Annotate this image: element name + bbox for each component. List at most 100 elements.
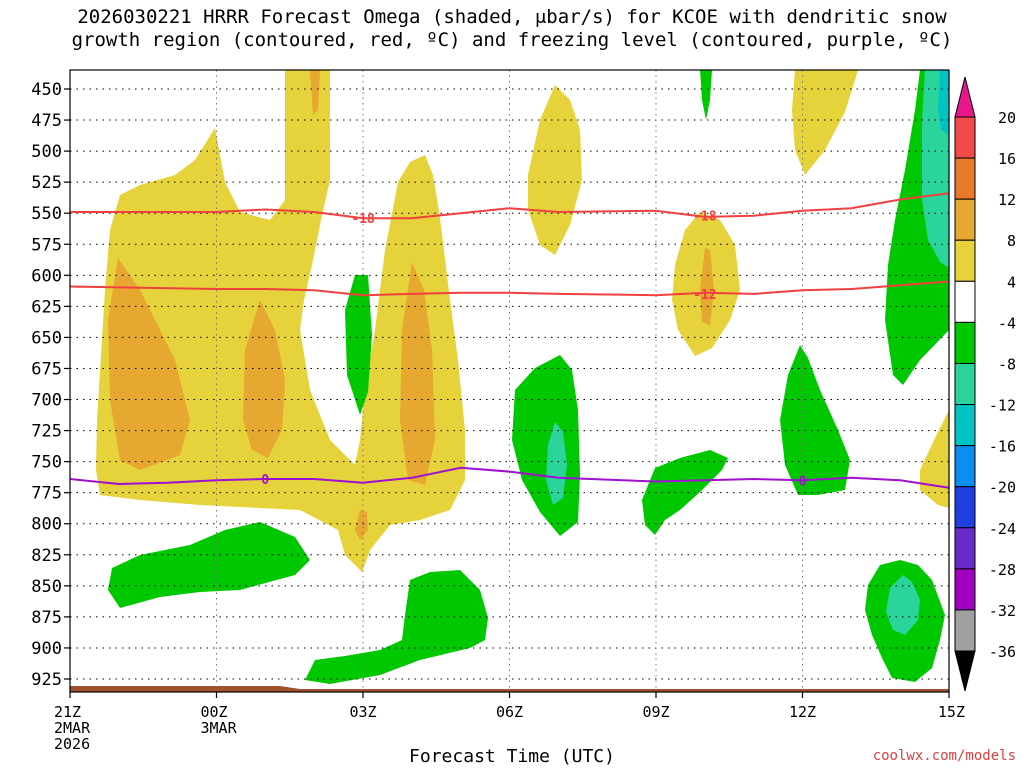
omega-region-sinking-4 bbox=[780, 345, 850, 495]
x-tick-label: 15Z bbox=[938, 703, 965, 721]
colorbar-swatch bbox=[954, 404, 976, 447]
x-tick-label: 2026 bbox=[54, 735, 90, 753]
colorbar-label: 16 bbox=[998, 150, 1016, 168]
colorbar-label: 8 bbox=[1007, 232, 1016, 250]
y-tick-label: 700 bbox=[31, 391, 62, 411]
colorbar-swatch bbox=[954, 116, 976, 159]
colorbar-swatch bbox=[954, 609, 976, 652]
credit-text: coolwx.com/models bbox=[872, 748, 1016, 764]
colorbar-label: -12 bbox=[989, 397, 1016, 415]
colorbar-swatch bbox=[954, 568, 976, 611]
y-tick-label: 600 bbox=[31, 266, 62, 286]
y-tick-label: 625 bbox=[31, 297, 62, 317]
y-tick-label: 900 bbox=[31, 639, 62, 659]
omega-region-sinking-1 bbox=[345, 275, 372, 415]
omega-region-strong-sinking-1 bbox=[546, 422, 567, 505]
y-tick-label: 650 bbox=[31, 328, 62, 348]
omega-region-strong-sinking-2 bbox=[886, 575, 920, 635]
chart-grid bbox=[70, 70, 949, 692]
colorbar-label: -4 bbox=[998, 314, 1016, 332]
omega-region-sinking-8 bbox=[305, 570, 488, 684]
x-tick-label: 06Z bbox=[496, 703, 523, 721]
colorbar-top-arrow bbox=[954, 76, 976, 118]
colorbar-label: 20 bbox=[998, 109, 1016, 127]
colorbar-label: -8 bbox=[998, 355, 1016, 373]
y-axis: 450 475 500 525 550 575 600 625 650 675 700 725 750 7… bbox=[31, 80, 70, 690]
omega-region-sinking-5 bbox=[642, 450, 728, 535]
colorbar-swatch bbox=[954, 486, 976, 529]
colorbar: 20 16 12 8 4 -4 -8 -12 -16 -20 -24 -28 -32 -36 bbox=[954, 76, 1016, 692]
colorbar-swatch bbox=[954, 198, 976, 241]
y-tick-label: 850 bbox=[31, 577, 62, 597]
colorbar-label: 4 bbox=[1007, 273, 1016, 291]
y-tick-label: 750 bbox=[31, 453, 62, 473]
isotherm-line bbox=[69, 466, 950, 489]
omega-region-rising-right-edge bbox=[920, 410, 949, 508]
colorbar-label: -36 bbox=[989, 643, 1016, 661]
y-tick-label: 500 bbox=[31, 142, 62, 162]
y-tick-label: 525 bbox=[31, 173, 62, 193]
omega-region-orange-3 bbox=[400, 262, 435, 485]
y-tick-label: 925 bbox=[31, 670, 62, 690]
x-tick-label: 21Z bbox=[54, 703, 81, 721]
omega-region-orange-1 bbox=[108, 258, 190, 470]
y-tick-label: 725 bbox=[31, 422, 62, 442]
omega-region-sinking-3 bbox=[512, 355, 580, 536]
omega-region-sinking-2 bbox=[700, 70, 712, 120]
isotherm-line bbox=[69, 280, 950, 297]
chart-title: 2026030221 HRRR Forecast Omega (shaded, … bbox=[0, 6, 1024, 52]
y-tick-label: 550 bbox=[31, 204, 62, 224]
y-tick-label: 800 bbox=[31, 515, 62, 535]
omega-region-rising-mid bbox=[528, 85, 582, 255]
y-tick-label: 825 bbox=[31, 546, 62, 566]
colorbar-swatch bbox=[954, 527, 976, 570]
colorbar-swatch bbox=[954, 321, 976, 364]
colorbar-swatch bbox=[954, 445, 976, 488]
omega-shading bbox=[70, 70, 949, 692]
terrain-ground bbox=[70, 686, 949, 692]
omega-region-sinking-7 bbox=[108, 522, 310, 608]
y-tick-label: 875 bbox=[31, 608, 62, 628]
x-tick-label: 2MAR bbox=[54, 719, 91, 737]
isotherm-line bbox=[70, 192, 950, 220]
isotherm-label: -12 bbox=[693, 288, 716, 303]
x-tick-label: 09Z bbox=[642, 703, 669, 721]
omega-region-orange-09z bbox=[700, 248, 714, 325]
colorbar-swatch bbox=[954, 239, 976, 282]
isotherm-contours: -18 -18 -12 0 0 bbox=[69, 192, 950, 489]
y-tick-label: 775 bbox=[31, 484, 62, 504]
x-tick-label: 3MAR bbox=[201, 719, 238, 737]
y-tick-label: 450 bbox=[31, 80, 62, 100]
colorbar-label: 12 bbox=[998, 191, 1016, 209]
y-tick-label: 475 bbox=[31, 111, 62, 131]
isotherm-label: 0 bbox=[799, 474, 807, 489]
omega-region-orange-2 bbox=[243, 300, 285, 458]
title-line-2: growth region (contoured, red, ºC) and f… bbox=[71, 29, 953, 51]
y-tick-label: 675 bbox=[31, 359, 62, 379]
isotherm-label: -18 bbox=[351, 212, 375, 227]
colorbar-label: -24 bbox=[989, 520, 1016, 538]
x-tick-label: 12Z bbox=[789, 703, 816, 721]
colorbar-label: -32 bbox=[989, 602, 1016, 620]
title-line-1: 2026030221 HRRR Forecast Omega (shaded, … bbox=[77, 6, 947, 28]
colorbar-bottom-arrow bbox=[954, 650, 976, 692]
y-tick-label: 575 bbox=[31, 235, 62, 255]
omega-region-very-strong-sinking bbox=[938, 70, 949, 135]
colorbar-swatch bbox=[954, 280, 976, 323]
omega-region-orange-5 bbox=[355, 510, 368, 540]
omega-region-rising-left bbox=[96, 70, 465, 572]
x-tick-label: 00Z bbox=[201, 703, 228, 721]
x-tick-label: 03Z bbox=[349, 703, 376, 721]
colorbar-swatch bbox=[954, 362, 976, 406]
isotherm-label: 0 bbox=[261, 473, 269, 488]
colorbar-label: -16 bbox=[989, 438, 1016, 456]
omega-region-rising-upper-right bbox=[792, 70, 858, 175]
omega-region-orange-4 bbox=[310, 70, 320, 115]
colorbar-label: -20 bbox=[989, 479, 1016, 497]
colorbar-label: -28 bbox=[989, 561, 1016, 579]
isotherm-label: -18 bbox=[693, 210, 717, 225]
x-axis-label: Forecast Time (UTC) bbox=[409, 746, 615, 767]
colorbar-swatch bbox=[954, 157, 976, 200]
